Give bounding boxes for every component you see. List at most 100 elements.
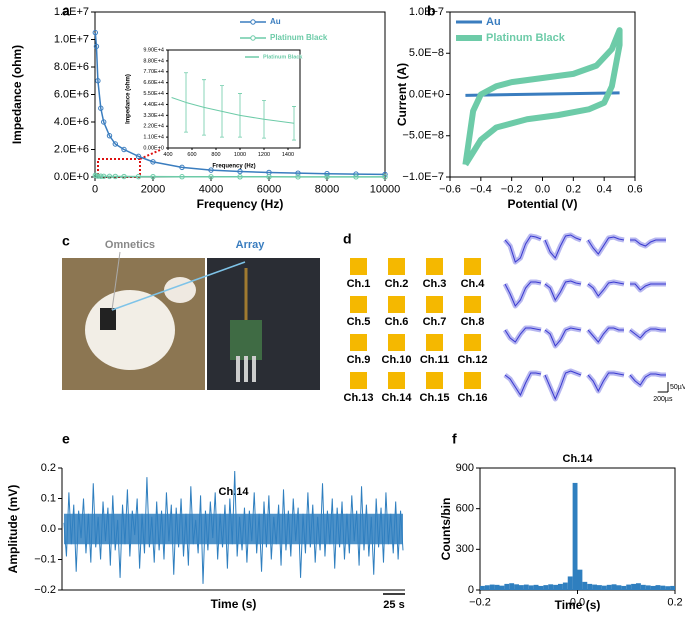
error-bar [238, 93, 242, 138]
error-bar [184, 72, 188, 133]
bar [519, 585, 524, 590]
marker [92, 29, 98, 36]
y-tick-label: 0.2 [41, 462, 56, 474]
waveform [629, 373, 666, 386]
legend-marker [250, 35, 256, 41]
y-tick-label: 4.0E+6 [54, 116, 89, 128]
electrode [426, 258, 443, 275]
channel-label: Ch.2 [385, 278, 409, 290]
panel-letter: a [62, 3, 70, 19]
marker [135, 153, 142, 160]
array-shank [236, 356, 240, 382]
bar [640, 584, 646, 590]
x-tick-label: 0.4 [597, 184, 612, 196]
bar [597, 585, 602, 590]
array-shank [252, 356, 256, 382]
marker [208, 174, 214, 180]
bar [572, 482, 578, 590]
x-tick-label: 0.0 [535, 184, 550, 196]
bar [484, 585, 490, 590]
y-tick-label: 900 [456, 462, 474, 474]
electrode [350, 258, 367, 275]
y-axis-label: Amplitude (mV) [6, 485, 20, 574]
x-tick-label: 1000 [234, 152, 246, 158]
bar [543, 585, 549, 590]
rat-head [164, 277, 196, 303]
bar [626, 584, 632, 590]
marker [121, 146, 127, 153]
marker [112, 141, 119, 147]
bar [631, 583, 636, 590]
legend-label: Platinum Black [270, 33, 328, 42]
waveform [587, 327, 624, 343]
y-tick-label: 0.0E+0 [54, 171, 89, 183]
channel-label: Ch.6 [385, 316, 409, 328]
waveform [504, 235, 542, 263]
series-line [465, 91, 620, 97]
y-tick-label: 6.60E+4 [143, 80, 164, 86]
electrode [350, 334, 367, 351]
x-tick-label: 0 [92, 184, 98, 196]
chart-title: Ch.14 [563, 453, 594, 465]
photo-label: Omnetics [105, 239, 155, 251]
marker [382, 174, 388, 180]
y-tick-label: 2.0E+6 [54, 143, 89, 155]
x-tick-label: 2000 [141, 184, 165, 196]
x-tick-label: 800 [211, 152, 220, 158]
bar [480, 585, 485, 590]
channel-label: Ch.1 [347, 278, 371, 290]
bar [494, 584, 500, 590]
bar [645, 585, 651, 590]
y-tick-label: 4.40E+4 [143, 102, 164, 108]
bar [577, 569, 583, 590]
x-tick-label: −0.2 [501, 184, 523, 196]
marker [112, 173, 119, 180]
marker [324, 174, 330, 180]
channel-label: Ch.4 [461, 278, 486, 290]
x-axis-label: Potential (V) [507, 197, 577, 211]
bar [650, 585, 656, 590]
x-axis-label: Frequency (Hz) [212, 164, 255, 170]
x-tick-label: 600 [187, 152, 196, 158]
electrode [350, 296, 367, 313]
waveform [630, 283, 666, 291]
x-tick-label: 400 [163, 152, 172, 158]
channel-label: Ch.9 [347, 354, 371, 366]
waveform [504, 372, 542, 397]
legend-marker [250, 19, 256, 25]
y-tick-label: 6.0E+6 [54, 88, 89, 100]
x-tick-label: 10000 [370, 184, 401, 196]
y-tick-label: 1.0E+7 [54, 33, 89, 45]
marker [101, 173, 107, 180]
bar [558, 583, 563, 590]
marker [95, 173, 101, 179]
y-tick-label: 0.0 [41, 523, 56, 535]
marker [101, 119, 107, 125]
bar [523, 584, 529, 590]
bar [611, 584, 617, 590]
marker [98, 105, 104, 111]
y-tick-label: −0.1 [34, 553, 56, 565]
x-tick-label: 0.0 [570, 597, 585, 609]
signal-band [64, 513, 403, 545]
bar [509, 583, 515, 590]
y-tick-label: 9.90E+4 [143, 47, 164, 53]
electrode [426, 296, 443, 313]
bar [562, 582, 568, 590]
x-axis-label: Time (s) [555, 598, 601, 612]
bar [660, 585, 666, 590]
connector [100, 308, 116, 330]
bar [616, 585, 622, 590]
y-tick-label: 1.10E+4 [143, 135, 164, 141]
electrode [426, 372, 443, 389]
marker [150, 159, 156, 165]
bar [489, 584, 495, 590]
marker [324, 171, 330, 177]
marker [106, 133, 113, 139]
bar [499, 585, 505, 590]
waveform [629, 328, 666, 339]
marker [237, 168, 243, 175]
channel-label: Ch.13 [344, 392, 374, 404]
error-bar [262, 100, 266, 139]
